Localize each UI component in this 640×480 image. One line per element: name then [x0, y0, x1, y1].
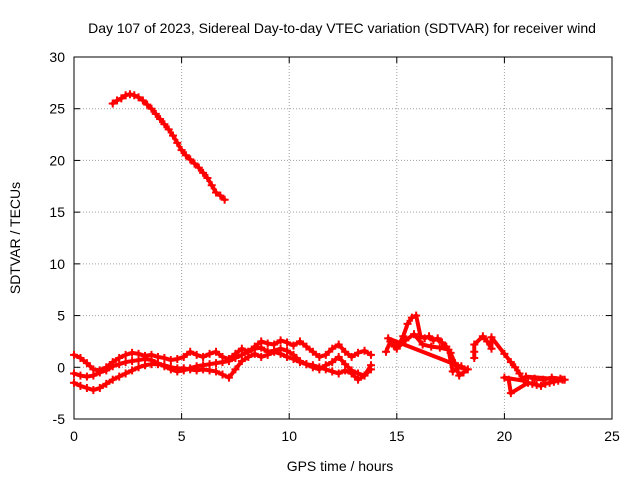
y-tick-label: 30: [49, 49, 65, 65]
series-trace: [72, 349, 373, 393]
x-tick-label: 15: [389, 428, 405, 444]
series-trace: [384, 313, 470, 378]
x-tick-label: 5: [178, 428, 186, 444]
series-trace: [110, 92, 227, 202]
y-tick-label: 10: [49, 256, 65, 272]
y-tick-label: -5: [53, 411, 66, 427]
y-tick-label: 15: [49, 204, 65, 220]
chart-title: Day 107 of 2023, Sidereal Day-to-day VTE…: [88, 20, 596, 36]
grid: [74, 57, 612, 419]
x-tick-label: 0: [70, 428, 78, 444]
series-trace: [472, 334, 567, 396]
y-axis-label: SDTVAR / TECUs: [7, 182, 23, 294]
x-tick-label: 20: [497, 428, 513, 444]
y-tick-label: 5: [57, 308, 65, 324]
y-tick-label: 0: [57, 359, 65, 375]
y-tick-label: 25: [49, 101, 65, 117]
data-points: [70, 90, 569, 398]
x-tick-label: 25: [604, 428, 620, 444]
plot-frame: [73, 56, 613, 420]
series-trace: [72, 338, 373, 373]
y-tick-label: 20: [49, 152, 65, 168]
x-tick-label: 10: [281, 428, 297, 444]
x-axis-label: GPS time / hours: [287, 458, 394, 474]
